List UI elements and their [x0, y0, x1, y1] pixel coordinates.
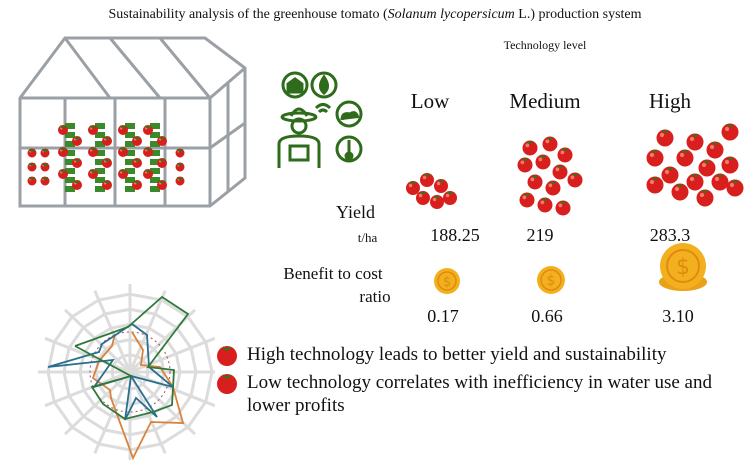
tomato — [118, 169, 128, 179]
tomato-bullet-icon — [217, 346, 237, 366]
conclusion-2: Low technology correlates with inefficie… — [215, 371, 745, 417]
svg-text:$: $ — [547, 273, 556, 289]
tomato — [157, 158, 167, 168]
level-medium: Medium — [509, 89, 581, 113]
benefit-cost-label: Benefit to cost — [283, 264, 383, 283]
tomato — [72, 136, 82, 146]
tomato — [58, 147, 68, 157]
tomato-bullet-icon — [217, 374, 237, 394]
bcr-high: 3.10 — [662, 306, 694, 326]
level-high: High — [649, 89, 691, 113]
radar-web-chart — [38, 284, 215, 461]
yield-low: 188.25 — [430, 225, 480, 245]
coin-icon: $ — [537, 266, 565, 294]
yield-unit: t/ha — [357, 230, 378, 245]
yield-medium: 219 — [526, 225, 554, 245]
tomato — [58, 125, 68, 135]
tomato-cluster-medium — [517, 136, 583, 216]
conclusion-1: High technology leads to better yield an… — [215, 343, 745, 366]
conclusion-text: High technology leads to better yield an… — [247, 344, 667, 365]
coins-stack-icon: $ — [659, 243, 707, 291]
radar-series-blue — [47, 323, 174, 421]
tomato — [102, 136, 112, 146]
yield-high: 283.3 — [649, 225, 691, 245]
radar-series-green — [74, 295, 190, 420]
tomato — [118, 125, 128, 135]
tomato — [102, 158, 112, 168]
technology-level-label: Technology level — [503, 38, 587, 52]
bcr-low: 0.17 — [427, 306, 459, 326]
tomato — [143, 169, 153, 179]
tomato — [72, 158, 82, 168]
radar-series-orange — [91, 331, 185, 461]
title: Sustainability analysis of the greenhous… — [108, 7, 642, 22]
tomato — [58, 169, 68, 179]
tomato — [143, 147, 153, 157]
benefit-cost-label-2: ratio — [359, 287, 391, 306]
greenhouse-illustration — [18, 36, 247, 208]
tomato — [118, 147, 128, 157]
svg-text:$: $ — [676, 255, 690, 280]
smart-farmer-icon — [277, 71, 363, 168]
tomato-cluster-low — [406, 173, 457, 209]
tomato — [157, 180, 167, 190]
tomato — [88, 169, 98, 179]
coin-icon: $ — [434, 268, 460, 294]
svg-text:$: $ — [443, 275, 451, 290]
level-low: Low — [410, 89, 450, 113]
tomato — [132, 158, 142, 168]
tomato — [72, 180, 82, 190]
tomato — [157, 136, 167, 146]
tomato — [132, 180, 142, 190]
yield-label: Yield — [336, 202, 375, 222]
tomato-cluster-high — [646, 123, 744, 207]
conclusion-text: Low technology correlates with inefficie… — [247, 372, 712, 416]
tomato — [132, 136, 142, 146]
bcr-medium: 0.66 — [531, 306, 563, 326]
tomato — [102, 180, 112, 190]
tomato — [88, 147, 98, 157]
tomato — [143, 125, 153, 135]
tomato — [88, 125, 98, 135]
